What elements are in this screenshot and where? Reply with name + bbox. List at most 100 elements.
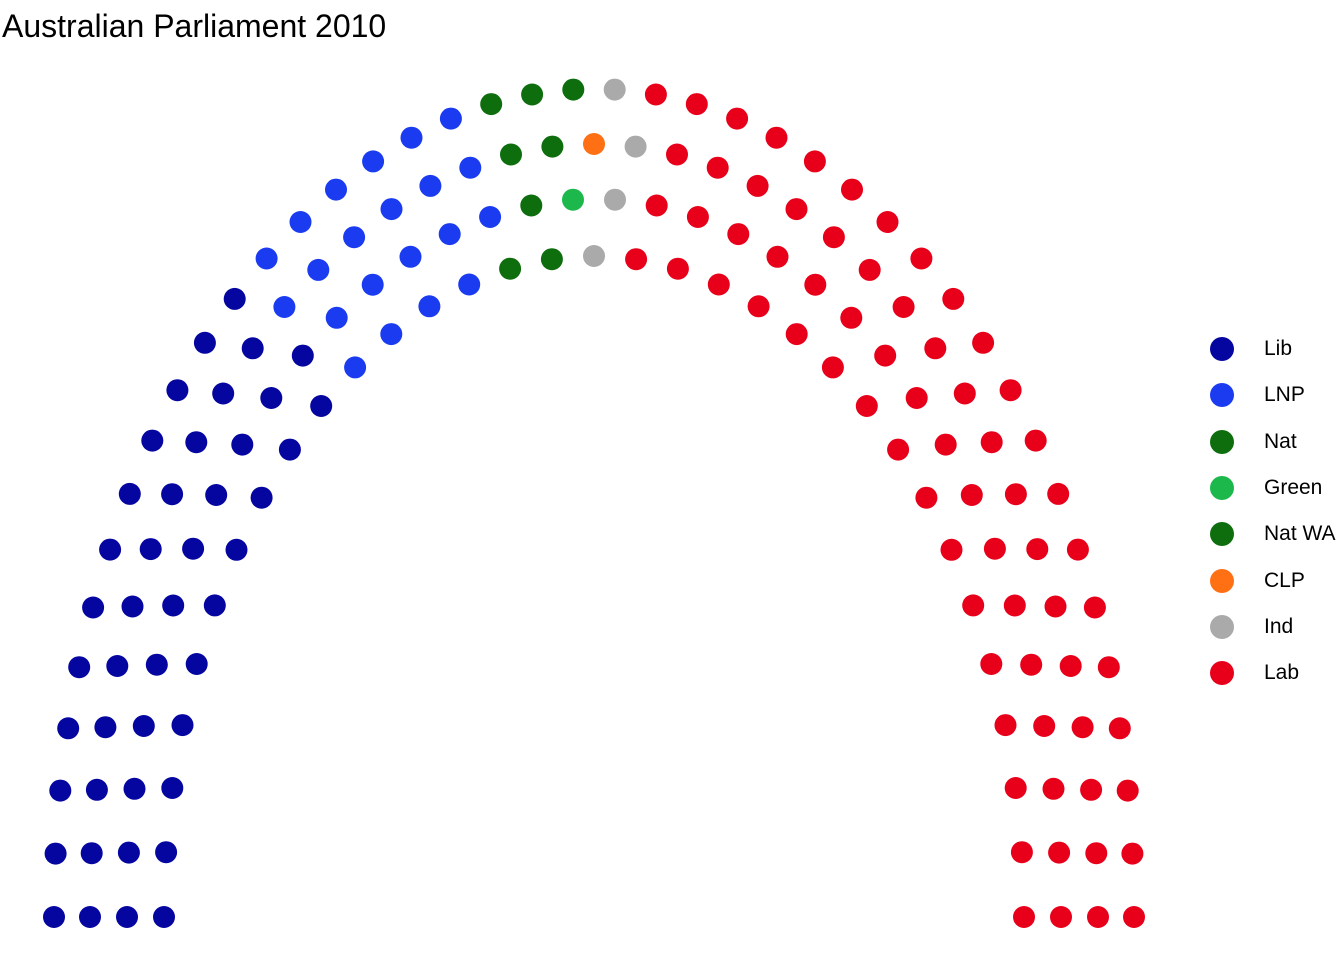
seat-lib: [291, 344, 314, 367]
legend-item-ind: Ind: [1210, 604, 1336, 650]
legend-item-green: Green: [1210, 465, 1336, 511]
seat-lib: [250, 486, 273, 509]
legend-swatch: [1210, 661, 1234, 686]
seat-green: [562, 188, 584, 211]
seat-lib: [166, 379, 189, 402]
seat-lab: [785, 198, 808, 221]
seat-lab: [1003, 594, 1026, 617]
seat-lab: [983, 537, 1006, 560]
seat-lib: [79, 906, 101, 928]
chart-title: Australian Parliament 2010: [2, 8, 387, 44]
seat-ind: [624, 135, 647, 158]
seat-lab: [924, 337, 947, 360]
seat-lab: [1066, 538, 1089, 561]
seat-lnp: [325, 178, 347, 201]
seat-lnp: [289, 211, 312, 233]
seat-nat: [480, 93, 503, 116]
seat-lab: [645, 194, 668, 217]
seat-lib: [203, 594, 226, 617]
seat-lab: [841, 178, 863, 201]
legend: Lib LNP Nat Green Nat WA CLP Ind Lab: [1210, 326, 1336, 696]
seat-nat: [540, 248, 563, 271]
legend-label: CLP: [1264, 568, 1305, 592]
seat-lab: [1083, 596, 1106, 619]
seat-lab: [1123, 906, 1145, 928]
seat-lnp: [255, 247, 278, 270]
seat-lib: [57, 717, 80, 740]
legend-swatch: [1210, 429, 1234, 454]
seat-lib: [310, 395, 333, 417]
seat-clp: [583, 133, 605, 155]
legend-label: Nat WA: [1264, 522, 1336, 546]
seat-lib: [43, 906, 65, 928]
seat-lab: [1020, 653, 1043, 676]
seat-lib: [118, 482, 141, 505]
seat-lab: [874, 344, 897, 367]
seat-lib: [278, 438, 301, 461]
seat-lnp: [400, 126, 423, 149]
seat-lab: [803, 150, 826, 173]
legend-label: Lib: [1264, 337, 1293, 361]
seat-lib: [139, 538, 162, 561]
legend-item-nat-wa: Nat WA: [1210, 511, 1336, 557]
seat-lab: [942, 287, 965, 310]
seat-lab: [962, 594, 985, 617]
seat-lab: [1080, 778, 1103, 801]
legend-swatch: [1210, 568, 1234, 593]
seat-lib: [68, 656, 91, 679]
seat-lab: [1004, 777, 1027, 799]
seat-lib: [260, 387, 283, 409]
seat-lab: [1085, 842, 1108, 865]
seat-lnp: [361, 273, 384, 296]
seat-lab: [1004, 483, 1027, 506]
seat-lab: [994, 714, 1017, 737]
seat-lab: [840, 306, 863, 329]
legend-swatch: [1210, 522, 1234, 547]
seat-lib: [161, 483, 184, 506]
seat-lib: [145, 653, 168, 676]
seat-lib: [212, 382, 235, 405]
seat-lib: [44, 842, 67, 865]
seat-lib: [82, 596, 105, 619]
seat-nat: [499, 257, 522, 280]
legend-swatch: [1210, 337, 1234, 362]
seat-lab: [934, 433, 957, 456]
seat-lnp: [362, 150, 385, 173]
seat-lnp: [439, 107, 462, 130]
seat-lab: [1026, 538, 1049, 561]
seat-lab: [980, 431, 1003, 454]
seat-lib: [241, 337, 264, 360]
seat-lab: [887, 438, 910, 461]
seat-lab: [972, 331, 995, 354]
seat-lab: [707, 273, 730, 296]
seat-lab: [785, 323, 808, 346]
seat-lab: [685, 93, 708, 116]
seat-lab: [706, 156, 729, 179]
seat-lnp: [273, 296, 296, 318]
legend-item-nat: Nat: [1210, 419, 1336, 465]
seat-lnp: [380, 323, 403, 346]
seat-lib: [193, 331, 216, 354]
seat-lab: [980, 653, 1003, 675]
seat-lab: [666, 143, 688, 166]
legend-label: Nat: [1264, 429, 1297, 453]
seat-lib: [99, 538, 122, 561]
legend-label: Green: [1264, 476, 1323, 500]
seat-lib: [94, 716, 117, 739]
seat-lib: [132, 715, 155, 737]
seat-lab: [876, 211, 899, 233]
seat-lnp: [325, 306, 348, 329]
seat-lab: [953, 382, 976, 405]
seat-lab: [686, 206, 709, 228]
seat-lab: [1071, 716, 1094, 739]
seat-lib: [49, 779, 72, 802]
seat-lab: [1010, 841, 1033, 864]
seat-lnp: [458, 273, 481, 296]
seat-nat: [521, 83, 544, 106]
seat-lab: [746, 174, 769, 197]
seat-lab: [1116, 779, 1139, 802]
seat-lab: [766, 245, 789, 268]
seat-lib: [123, 777, 146, 800]
seat-lab: [1121, 842, 1144, 865]
